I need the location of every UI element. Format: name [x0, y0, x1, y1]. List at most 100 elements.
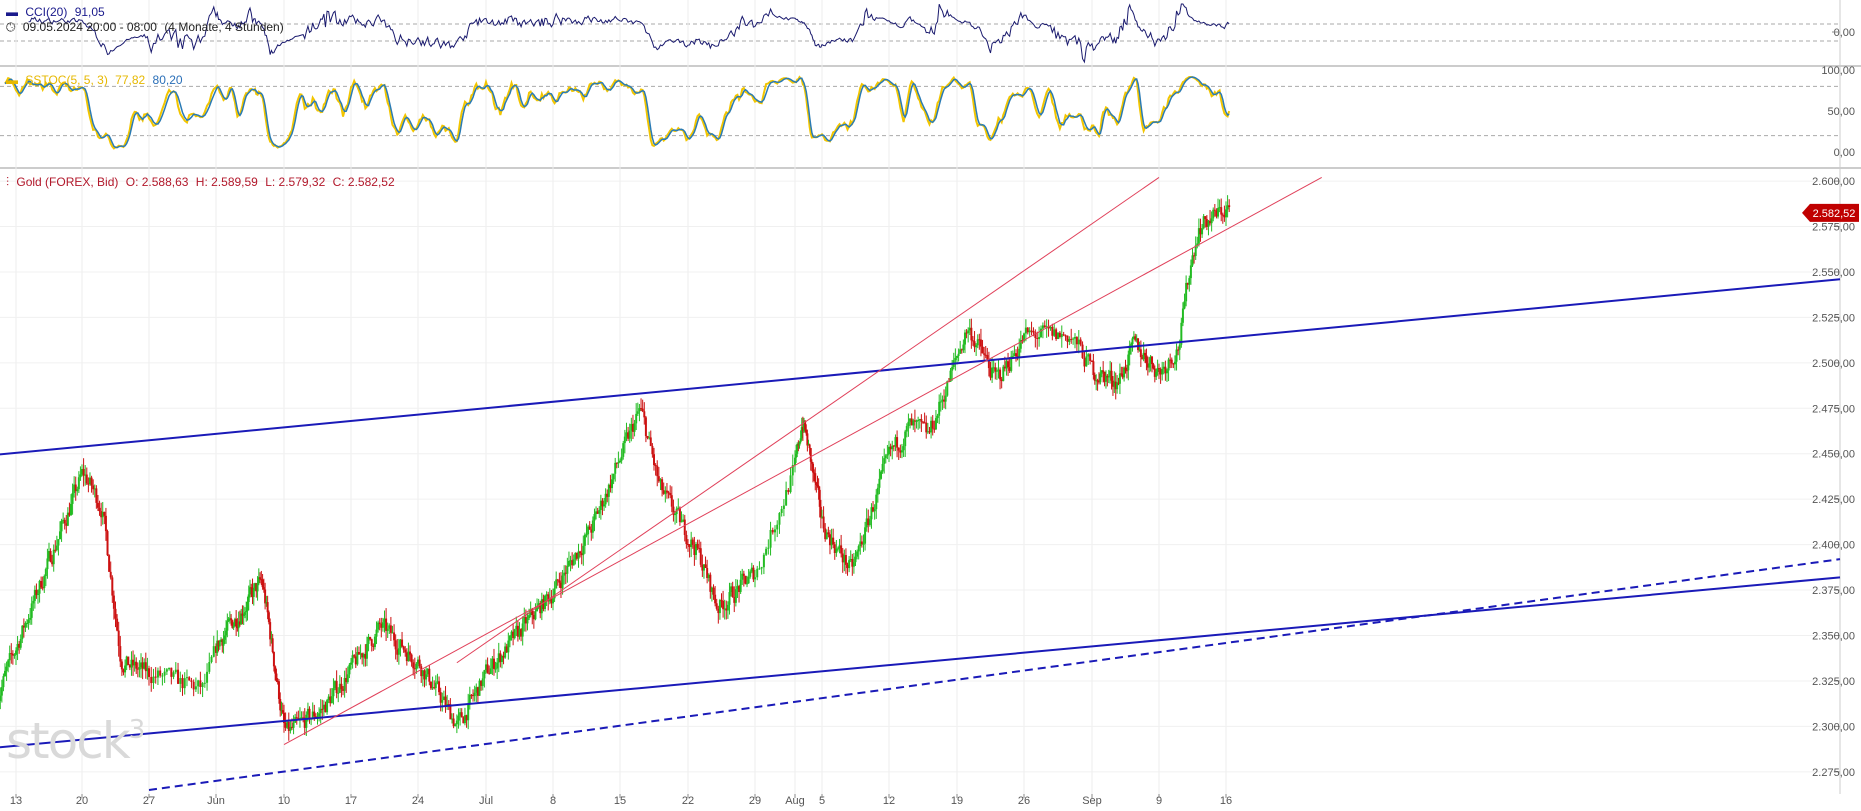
candle-body [348, 664, 351, 675]
candle-body [249, 587, 251, 595]
candle-body [112, 595, 115, 609]
watermark-logo: stock3 [6, 712, 145, 770]
candle-body [270, 638, 273, 640]
candle-body [1114, 381, 1117, 390]
candle-body [907, 421, 910, 427]
candle-body [715, 603, 718, 609]
candle-body [598, 509, 601, 514]
candle-body [1023, 333, 1025, 342]
candle-body [718, 600, 721, 614]
candle-body [649, 437, 652, 446]
candle-body [900, 450, 903, 453]
candle-body [536, 607, 539, 612]
candle-body [362, 654, 365, 658]
x-axis-label: Sep [1082, 795, 1102, 807]
candle-body [644, 417, 647, 437]
candle-body [896, 437, 899, 448]
candle-body [808, 444, 811, 449]
candle-body [571, 560, 574, 566]
candle-body [388, 625, 391, 629]
candle-body [1015, 353, 1018, 357]
candle-body [667, 492, 670, 494]
candle-body [267, 612, 270, 623]
candle-body [81, 468, 83, 475]
candle-body [989, 368, 992, 378]
candle-body [467, 703, 470, 721]
candle-body [638, 408, 641, 412]
candle-body [108, 555, 111, 572]
candle-body [843, 555, 846, 563]
candle-body [116, 618, 119, 631]
candle-body [739, 579, 742, 592]
candle-body [553, 588, 556, 599]
candle-body [1113, 381, 1116, 387]
candle-body [851, 558, 854, 567]
candle-body [1100, 370, 1103, 374]
candle-body [1197, 228, 1200, 244]
candle-body [859, 541, 862, 547]
candle-body [439, 692, 442, 703]
candle-body [1151, 356, 1154, 365]
candle-body [226, 621, 229, 631]
candle-body [335, 681, 338, 694]
trend-line [283, 177, 1322, 745]
candle-body [1109, 370, 1112, 377]
candle-body [555, 579, 558, 589]
candle-body [233, 619, 236, 627]
cci-value: 91,05 [74, 5, 105, 19]
candle-body [959, 349, 962, 354]
candle-body [682, 519, 685, 522]
candle-body [1040, 328, 1042, 338]
candle-body [114, 608, 117, 619]
candle-body [1093, 375, 1096, 381]
candle-body [526, 618, 529, 624]
candle-body [455, 720, 458, 725]
candle-body [1053, 329, 1056, 336]
candle-body [640, 408, 643, 410]
candle-body [954, 357, 957, 361]
candle-body [595, 511, 598, 514]
candle-body [572, 559, 575, 566]
candle-body [881, 463, 884, 472]
candle-body [822, 516, 825, 529]
candle-body [582, 545, 585, 556]
candle-body [59, 531, 61, 540]
candle-body [19, 639, 22, 648]
candle-body [30, 603, 33, 618]
candle-body [659, 479, 662, 482]
candle-body [654, 465, 657, 467]
candle-body [399, 639, 402, 649]
candle-body [434, 682, 437, 689]
candle-body [33, 589, 36, 601]
channel-line [0, 576, 1841, 749]
candle-body [917, 420, 920, 422]
price-axis-label: 2.500,00 [1812, 358, 1855, 370]
candle-body [696, 543, 699, 548]
candle-body [369, 636, 372, 640]
candle-body [559, 582, 562, 589]
x-axis-label: 26 [1018, 795, 1030, 807]
candle-body [1099, 373, 1102, 383]
candle-body [394, 640, 397, 650]
candle-body [1226, 205, 1229, 210]
candle-body [844, 555, 847, 565]
candle-body [283, 712, 285, 724]
candle-body [566, 565, 569, 574]
candle-body [815, 482, 818, 485]
candle-body [170, 667, 173, 677]
candle-body [85, 474, 88, 484]
candle-body [742, 573, 745, 576]
candle-body [872, 507, 875, 512]
candle-body [665, 490, 668, 493]
candle-body [709, 574, 712, 592]
candle-body [208, 662, 211, 672]
candle-body [223, 635, 226, 640]
candle-body [190, 680, 193, 682]
candle-body [410, 654, 413, 663]
candle-body [564, 572, 567, 574]
close-value: C: 2.582,52 [332, 175, 395, 189]
candle-body [1167, 359, 1170, 371]
candle-body [1034, 332, 1037, 338]
candle-body [0, 695, 2, 701]
